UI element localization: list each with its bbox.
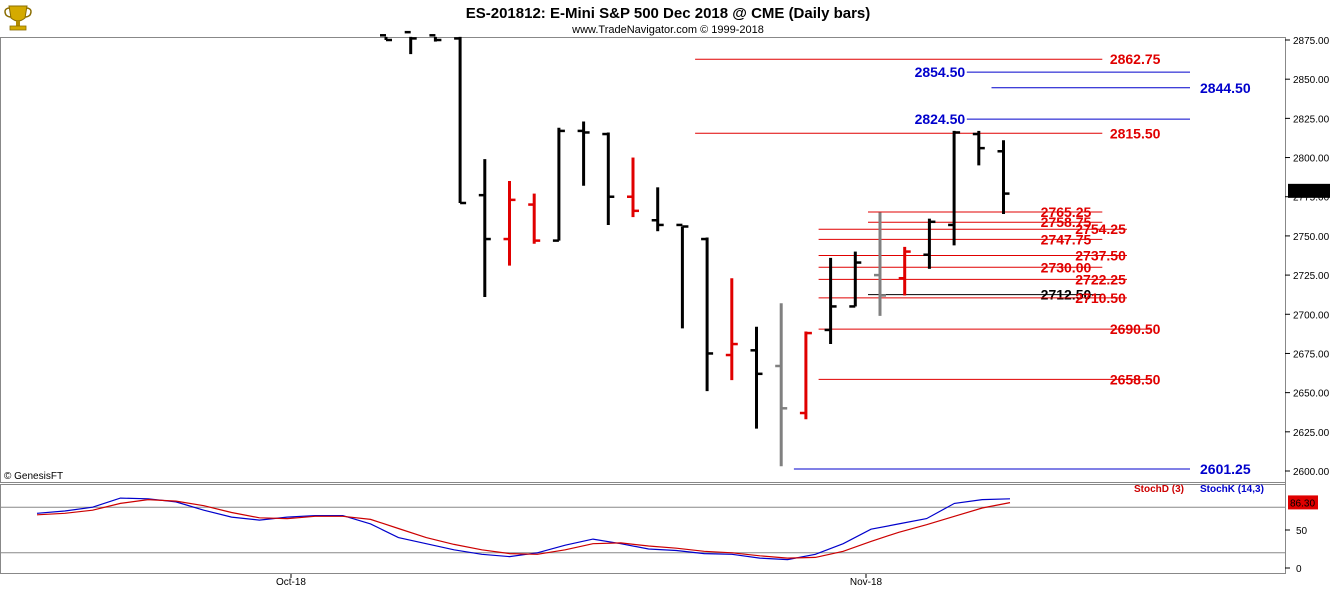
level-label: 2844.50 (1200, 80, 1251, 96)
stoch-last-tag (1288, 495, 1318, 510)
price-tick-label: 2800.00 (1293, 154, 1330, 165)
price-tick-label: 2825.00 (1293, 114, 1330, 125)
last-price-tag (1288, 183, 1330, 198)
stoch-panel-frame (0, 484, 1286, 574)
time-tick-label: Nov-18 (850, 577, 883, 588)
price-tick-label: 2700.00 (1293, 310, 1330, 321)
level-label: 2712.50 (1041, 287, 1092, 303)
level-label: 2690.50 (1110, 321, 1161, 337)
chart-subtitle: www.TradeNavigator.com © 1999-2018 (571, 24, 764, 36)
level-label: 2722.25 (1075, 271, 1126, 287)
price-tick-label: 2625.00 (1293, 428, 1330, 439)
price-tick-label: 2650.00 (1293, 389, 1330, 400)
level-label: 2765.25 (1041, 204, 1092, 220)
level-label: 2601.25 (1200, 461, 1251, 477)
level-label: 2758.75 (1041, 214, 1092, 230)
trophy-icon (4, 5, 32, 31)
stoch-tick-label: 50 (1296, 526, 1308, 537)
price-tick-label: 2675.00 (1293, 349, 1330, 360)
time-axis: Oct-18 Nov-18 (276, 574, 883, 588)
level-label: 2730.00 (1041, 259, 1092, 275)
level-label: 2747.75 (1041, 231, 1092, 247)
stoch-last-label: 86.30 (1290, 498, 1315, 509)
price-axis: 2875.00 2850.00 2825.00 2800.00 2775.00 2750.… (1285, 36, 1330, 478)
stoch-legend-k: StochK (14,3) (1200, 484, 1264, 495)
price-tick-label: 2725.00 (1293, 271, 1330, 282)
watermark-text: © GenesisFT (4, 471, 63, 482)
last-price-label: 2778.75 (1290, 187, 1327, 198)
level-label: 2854.50 (915, 64, 966, 80)
level-label: 2815.50 (1110, 125, 1161, 141)
level-label: 2862.75 (1110, 51, 1161, 67)
price-tick-label: 2875.00 (1293, 36, 1330, 47)
stoch-series-line (36, 498, 1011, 559)
level-label: 2710.50 (1075, 290, 1126, 306)
stochastic-panel: 50 0 StochD (3) StochK (14,3) 86.30 (0, 484, 1318, 575)
stoch-legend-d: StochD (3) (1134, 484, 1184, 495)
level-label: 2824.50 (915, 111, 966, 127)
stoch-series-line (36, 497, 1011, 561)
price-tick-label: 2600.00 (1293, 467, 1330, 478)
price-tick-label: 2775.00 (1293, 193, 1330, 204)
level-label: 2737.50 (1075, 248, 1126, 264)
stoch-tick-label: 0 (1296, 564, 1302, 575)
chart-title: ES-201812: E-Mini S&P 500 Dec 2018 @ CME… (466, 5, 871, 22)
level-lines: 2862.75 2854.50 2844.50 2824.50 2815.50 2765.… (695, 51, 1251, 477)
level-label: 2754.25 (1075, 221, 1126, 237)
level-label: 2658.50 (1110, 371, 1161, 387)
time-tick-label: Oct-18 (276, 577, 306, 588)
price-bars (380, 30, 1010, 467)
price-tick-label: 2750.00 (1293, 232, 1330, 243)
price-tick-label: 2850.00 (1293, 75, 1330, 86)
